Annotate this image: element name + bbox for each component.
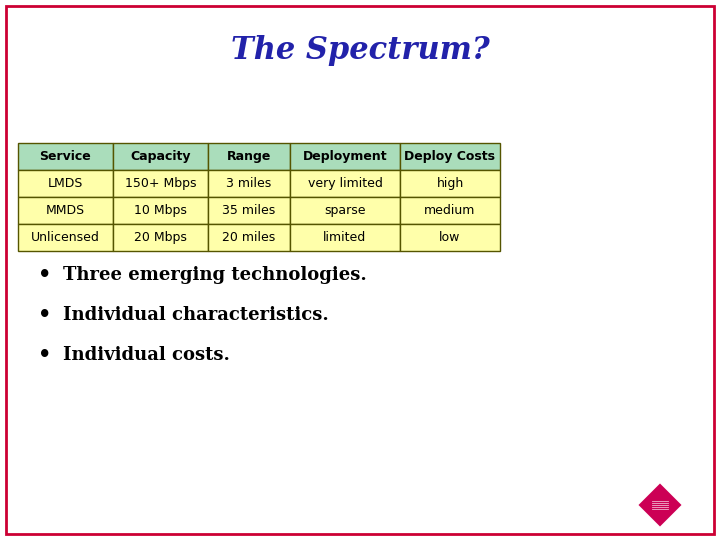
Text: 20 Mbps: 20 Mbps [134, 231, 187, 244]
Text: Individual characteristics.: Individual characteristics. [63, 306, 329, 324]
Bar [400, 197, 500, 224]
Text: Deploy Costs: Deploy Costs [405, 150, 495, 163]
Polygon shape [638, 483, 682, 527]
Bar [290, 143, 400, 170]
Text: medium: medium [424, 204, 476, 217]
Bar [290, 170, 400, 197]
Bar [400, 170, 500, 197]
Bar [400, 143, 500, 170]
Text: Capacity: Capacity [130, 150, 191, 163]
Bar [113, 143, 208, 170]
Bar [400, 224, 500, 251]
Text: 10 Mbps: 10 Mbps [134, 204, 187, 217]
Bar [18, 170, 113, 197]
Text: Unlicensed: Unlicensed [31, 231, 100, 244]
Bar [290, 224, 400, 251]
Text: Three emerging technologies.: Three emerging technologies. [63, 266, 366, 284]
Text: Service: Service [40, 150, 91, 163]
Bar [208, 197, 290, 224]
Bar [208, 224, 290, 251]
Text: The Spectrum?: The Spectrum? [230, 35, 490, 65]
Bar [113, 170, 208, 197]
Text: 150+ Mbps: 150+ Mbps [125, 177, 197, 190]
Text: Range: Range [227, 150, 271, 163]
Text: Individual costs.: Individual costs. [63, 346, 230, 364]
Text: •: • [38, 345, 52, 365]
Bar [113, 197, 208, 224]
Bar [113, 224, 208, 251]
Bar [18, 197, 113, 224]
Bar [18, 224, 113, 251]
Bar [290, 197, 400, 224]
Text: LMDS: LMDS [48, 177, 84, 190]
Text: very limited: very limited [307, 177, 382, 190]
Bar [208, 170, 290, 197]
Text: 35 miles: 35 miles [222, 204, 276, 217]
Text: •: • [38, 265, 52, 285]
Text: high: high [436, 177, 464, 190]
Text: limited: limited [323, 231, 366, 244]
Text: MMDS: MMDS [46, 204, 85, 217]
Text: •: • [38, 305, 52, 325]
Bar [208, 143, 290, 170]
Text: 20 miles: 20 miles [222, 231, 276, 244]
Text: 3 miles: 3 miles [226, 177, 271, 190]
Text: sparse: sparse [324, 204, 366, 217]
Text: Deployment: Deployment [302, 150, 387, 163]
Bar [18, 143, 113, 170]
Text: low: low [439, 231, 461, 244]
